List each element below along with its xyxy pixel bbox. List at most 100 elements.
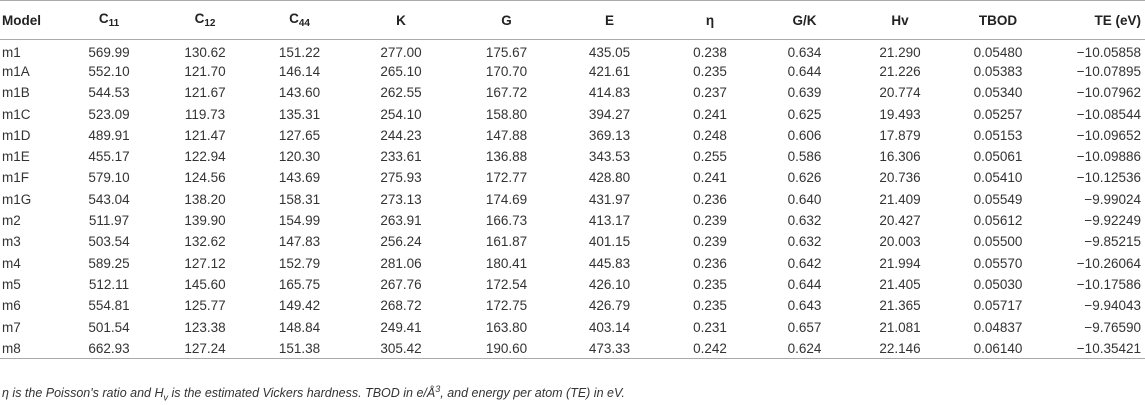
table-cell: 122.94 [184, 149, 226, 165]
table-cell: 127.12 [184, 255, 226, 271]
column-header-label: K [396, 12, 406, 28]
column-header: TE (eV) [1046, 0, 1145, 40]
table-cell: 121.70 [184, 63, 226, 79]
table-cell: 0.05383 [973, 63, 1023, 79]
table-cell: 275.93 [380, 170, 422, 186]
table-cell: 0.237 [693, 85, 727, 101]
table-cell: 0.05480 [973, 44, 1023, 60]
table-row: m1B 544.53 121.67 143.60 262.55 167.72 414.83 0… [0, 82, 1145, 103]
table-row: m4 589.25 127.12 152.79 281.06 180.41 445.83 0.… [0, 252, 1145, 273]
table-cell: −10.09652 [1076, 127, 1141, 143]
table-cell: 121.67 [184, 85, 226, 101]
column-header-subscript: 12 [204, 18, 216, 29]
table-cell: 523.09 [88, 106, 130, 122]
table-cell: 158.31 [278, 191, 321, 207]
table-cell: 0.643 [787, 298, 822, 314]
column-header: K [347, 0, 455, 40]
column-header-label: C [194, 11, 205, 26]
table-cell: 421.61 [588, 63, 631, 79]
column-header-label: TE (eV) [1094, 12, 1141, 28]
table-cell: 127.65 [278, 127, 321, 143]
footnote-part-2: is the estimated Vickers hardness. TBOD … [168, 386, 436, 401]
table-cell: 145.60 [184, 276, 226, 292]
table-cell: 445.83 [588, 255, 631, 271]
model-name-cell: m1E [2, 149, 30, 165]
table-cell: 233.61 [380, 149, 422, 165]
model-name-cell: m6 [2, 298, 21, 314]
table-cell: 147.83 [278, 234, 321, 250]
footnote-superscript: 3 [435, 384, 441, 394]
table-cell: 0.235 [693, 63, 727, 79]
table-cell: 143.60 [278, 85, 321, 101]
model-name-cell: m1B [2, 85, 30, 101]
table-cell: 0.05257 [973, 106, 1023, 122]
table-cell: 0.05612 [973, 213, 1023, 229]
table-cell: 0.05340 [973, 85, 1023, 101]
column-header: C44 [252, 0, 347, 40]
table-cell: −10.07895 [1076, 63, 1141, 79]
table-cell: 132.62 [184, 234, 226, 250]
table-cell: 0.625 [787, 106, 822, 122]
table-cell: 0.624 [759, 337, 850, 360]
table-cell: 135.31 [278, 106, 321, 122]
table-cell: −9.92249 [1084, 213, 1141, 229]
table-cell: 165.75 [278, 276, 321, 292]
table-cell: 0.248 [693, 127, 727, 143]
table-cell: 543.04 [88, 191, 130, 207]
table-cell: 428.80 [588, 170, 631, 186]
table-cell: 172.54 [485, 276, 528, 292]
table-cell: 22.146 [850, 337, 950, 360]
table-cell: 267.76 [380, 276, 422, 292]
table-cell: 0.05030 [973, 276, 1023, 292]
model-name-cell: m1A [2, 63, 30, 79]
table-cell: 170.70 [485, 63, 528, 79]
table-cell: 426.79 [588, 298, 631, 314]
table-cell: 455.17 [88, 149, 130, 165]
table-cell: 119.73 [184, 106, 226, 122]
table-cell: 19.493 [879, 106, 921, 122]
table-row: m1G 543.04 138.20 158.31 273.13 174.69 431.97 0… [0, 189, 1145, 210]
table-cell: −10.07962 [1076, 85, 1141, 101]
model-name-cell: m1F [2, 170, 29, 186]
table-cell: 152.79 [278, 255, 321, 271]
table-cell: 146.14 [278, 63, 321, 79]
table-cell: −10.08544 [1076, 106, 1141, 122]
column-header-label: G [501, 12, 512, 28]
table-cell: 254.10 [380, 106, 422, 122]
model-name-cell: m2 [2, 213, 21, 229]
table-cell: 569.99 [88, 44, 130, 60]
table-cell: −10.12536 [1076, 170, 1141, 186]
table-cell: 343.53 [588, 149, 631, 165]
table-cell: 151.22 [278, 44, 321, 60]
table-cell: 273.13 [380, 191, 422, 207]
model-name-cell: m3 [2, 234, 21, 250]
table-cell: 172.77 [485, 170, 528, 186]
table-cell: −10.05858 [1076, 44, 1141, 60]
table-cell: 579.10 [88, 170, 130, 186]
table-cell: 0.626 [787, 170, 822, 186]
table-cell: 0.640 [787, 191, 822, 207]
table-cell: 0.238 [693, 44, 727, 60]
table-footnote: η is the Poisson's ratio and Hv is the e… [2, 384, 625, 403]
column-header: Model [0, 0, 60, 40]
table-cell: 0.235 [693, 276, 727, 292]
table-cell: 154.99 [278, 213, 321, 229]
table-cell: 148.84 [278, 319, 321, 335]
table-cell: 394.27 [588, 106, 631, 122]
column-header: TBOD [950, 0, 1046, 40]
table-cell: 403.14 [588, 319, 631, 335]
model-name-cell: m8 [0, 337, 60, 360]
table-cell: −10.17586 [1076, 276, 1141, 292]
table-cell: 158.80 [485, 106, 528, 122]
model-name-cell: m1D [2, 127, 31, 143]
table-cell: 20.736 [879, 170, 921, 186]
model-name-cell: m1C [2, 106, 31, 122]
column-header: Hv [850, 0, 950, 40]
table-cell: 662.93 [60, 337, 158, 360]
table-cell: 0.06140 [950, 337, 1046, 360]
table-row: m2 511.97 139.90 154.99 263.91 166.73 413.17 0.… [0, 210, 1145, 231]
table-cell: 554.81 [88, 298, 130, 314]
table-cell: 512.11 [88, 276, 130, 292]
column-header-label: E [604, 12, 614, 28]
